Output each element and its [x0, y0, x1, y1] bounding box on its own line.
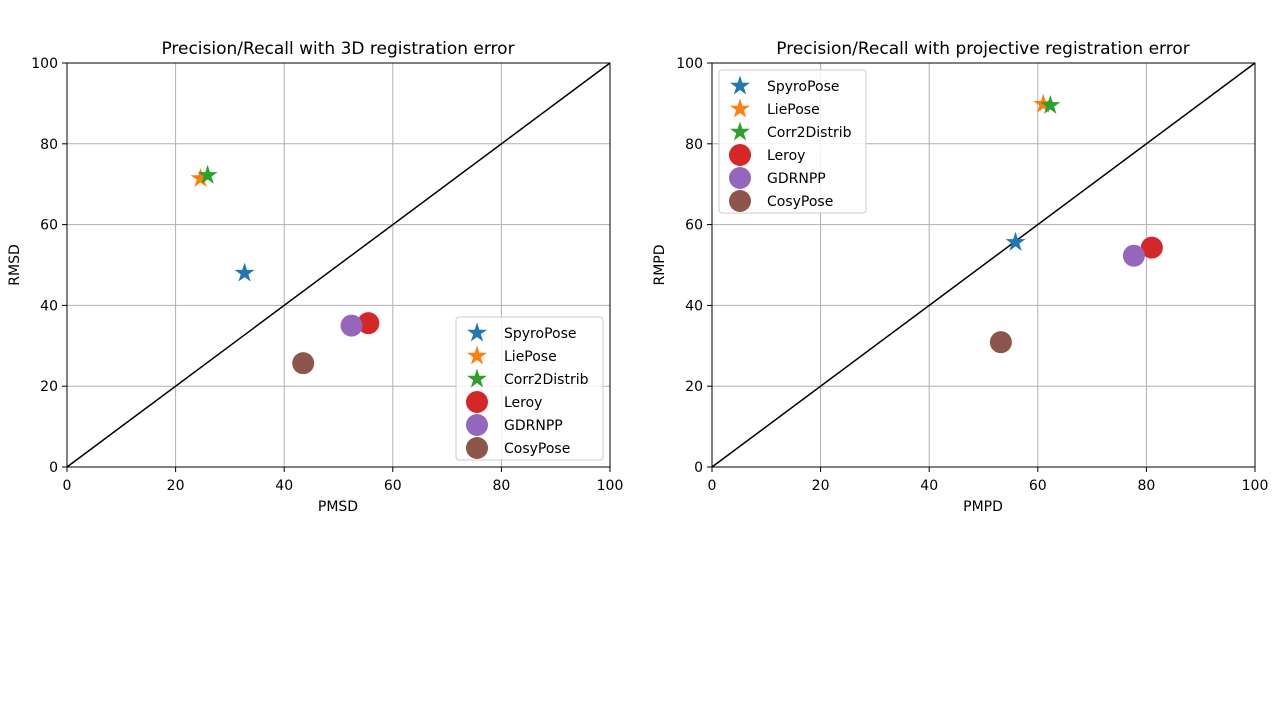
- x-tick-label: 0: [63, 478, 72, 494]
- y-tick-label: 80: [685, 137, 703, 153]
- legend-marker-corr2distrib: [467, 368, 487, 388]
- y-tick-label: 60: [40, 218, 58, 234]
- x-tick-label: 40: [920, 478, 938, 494]
- point-corr2distrib: [1040, 94, 1061, 114]
- x-tick-label: 80: [492, 478, 510, 494]
- legend-box: [718, 69, 867, 214]
- chart-title: Precision/Recall with 3D registration er…: [161, 39, 514, 59]
- x-tick-label: 80: [1137, 478, 1155, 494]
- legend-marker-leroy: [466, 391, 488, 413]
- y-tick-label: 40: [685, 298, 703, 314]
- x-tick-label: 60: [1029, 478, 1047, 494]
- legend-marker-spyropose: [467, 322, 487, 342]
- point-gdrnpp: [1122, 244, 1145, 267]
- y-tick-label: 100: [676, 56, 703, 72]
- point-spyropose: [234, 262, 255, 282]
- y-axis: 0 20 40 60 80 100: [676, 56, 712, 476]
- chart-projective-registration: Precision/Recall with projective registr…: [652, 39, 1268, 515]
- point-leroy: [1140, 236, 1163, 259]
- legend-marker-leroy: [729, 144, 751, 166]
- legend-label: GDRNPP: [504, 418, 563, 434]
- legend-marker-cosypose: [729, 190, 751, 212]
- point-leroy: [357, 312, 380, 335]
- x-tick-label: 20: [167, 478, 185, 494]
- x-axis-label: PMPD: [963, 499, 1003, 515]
- legend-marker-spyropose: [730, 75, 750, 95]
- y-tick-label: 0: [694, 460, 703, 476]
- point-liepose: [190, 168, 211, 188]
- y-tick-label: 100: [31, 56, 58, 72]
- legend-marker-liepose: [730, 98, 750, 118]
- plot-frame: [66, 62, 611, 468]
- legend-label: CosyPose: [767, 194, 833, 210]
- chart-3d-registration: Precision/Recall with 3D registration er…: [7, 39, 623, 515]
- x-tick-label: 20: [812, 478, 830, 494]
- legend-label: GDRNPP: [767, 171, 826, 187]
- point-spyropose: [1005, 231, 1026, 251]
- point-gdrnpp: [340, 314, 363, 337]
- x-axis: 0 20 40 60 80 100: [63, 467, 624, 494]
- legend-label: Corr2Distrib: [767, 125, 852, 141]
- x-axis-label: PMSD: [318, 499, 358, 515]
- diagonal-line: [66, 62, 611, 468]
- x-tick-label: 100: [597, 478, 624, 494]
- legend-label: CosyPose: [504, 441, 570, 457]
- data-points: [190, 164, 380, 375]
- x-tick-label: 0: [708, 478, 717, 494]
- x-tick-label: 40: [275, 478, 293, 494]
- legend-label: SpyroPose: [767, 79, 840, 95]
- y-tick-label: 80: [40, 137, 58, 153]
- legend: SpyroPose LiePose Corr2Distrib Leroy GDRNPP C…: [718, 69, 867, 214]
- legend-marker-gdrnpp: [729, 167, 751, 189]
- chart-title: Precision/Recall with projective registr…: [776, 39, 1189, 59]
- legend-label: SpyroPose: [504, 326, 577, 342]
- legend-label: LiePose: [504, 349, 557, 365]
- point-cosypose: [989, 331, 1012, 354]
- diagonal-line: [711, 62, 1256, 468]
- legend-marker-cosypose: [466, 437, 488, 459]
- legend-label: LiePose: [767, 102, 820, 118]
- y-axis-label: RMSD: [7, 244, 23, 285]
- legend-box: [455, 316, 604, 461]
- legend-label: Leroy: [767, 148, 805, 164]
- x-axis: 0 20 40 60 80 100: [708, 467, 1269, 494]
- legend-label: Leroy: [504, 395, 542, 411]
- plot-frame: [711, 62, 1256, 468]
- y-axis: 0 20 40 60 80 100: [31, 56, 67, 476]
- x-tick-label: 100: [1242, 478, 1269, 494]
- y-tick-label: 20: [40, 379, 58, 395]
- data-points: [989, 93, 1163, 354]
- legend-marker-liepose: [467, 345, 487, 365]
- point-corr2distrib: [197, 164, 218, 184]
- x-tick-label: 60: [384, 478, 402, 494]
- y-tick-label: 20: [685, 379, 703, 395]
- y-tick-label: 40: [40, 298, 58, 314]
- point-cosypose: [292, 352, 315, 375]
- y-axis-label: RMPD: [652, 244, 668, 285]
- y-tick-label: 0: [49, 460, 58, 476]
- legend: SpyroPose LiePose Corr2Distrib Leroy GDRNPP C…: [455, 316, 604, 461]
- legend-label: Corr2Distrib: [504, 372, 589, 388]
- legend-marker-corr2distrib: [730, 121, 750, 141]
- legend-marker-gdrnpp: [466, 414, 488, 436]
- y-tick-label: 60: [685, 218, 703, 234]
